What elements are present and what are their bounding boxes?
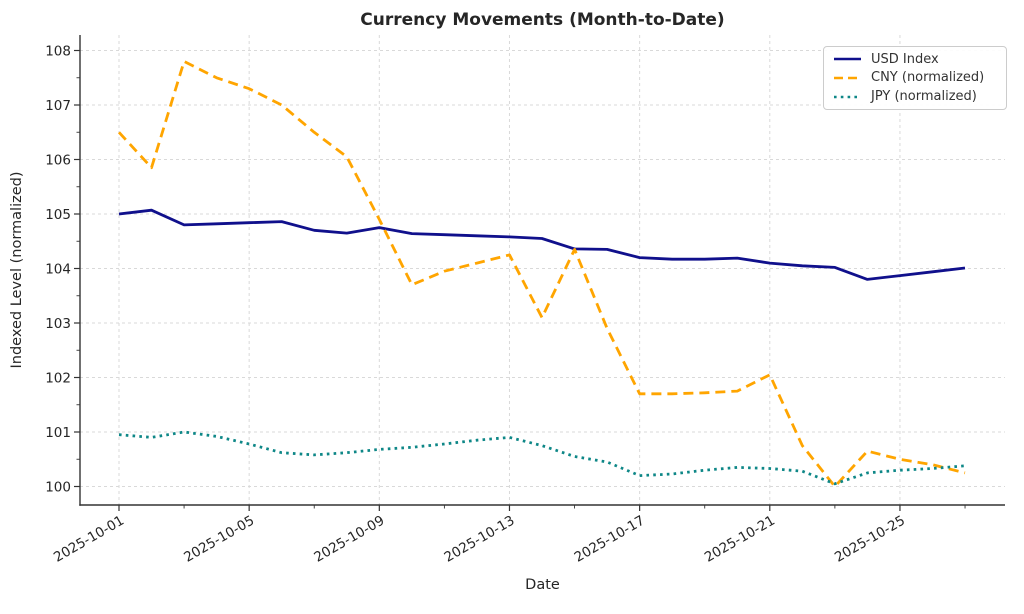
x-tick-label: 2025-10-21: [702, 513, 778, 566]
y-axis-label: Indexed Level (normalized): [9, 172, 25, 369]
legend-label-jpy: JPY (normalized): [871, 89, 977, 105]
y-tick-label: 102: [45, 370, 71, 386]
legend-label-cny: CNY (normalized): [871, 70, 985, 86]
legend: USD Index CNY (normalized) JPY (normaliz…: [823, 46, 1007, 110]
x-tick-label: 2025-10-05: [181, 513, 257, 566]
x-tick-label: 2025-10-25: [832, 513, 908, 566]
legend-line-cny-icon: [834, 76, 861, 80]
y-tick-label: 107: [45, 98, 71, 114]
x-tick-label: 2025-10-09: [311, 513, 387, 566]
y-tick-label: 108: [45, 43, 71, 59]
series-line-jpy: [118, 430, 966, 486]
series-line-cny: [117, 60, 966, 488]
y-tick-label: 105: [45, 207, 71, 223]
legend-line-jpy-icon: [834, 95, 861, 98]
y-tick-label: 104: [45, 261, 71, 277]
x-tick-label: 2025-10-01: [51, 513, 127, 566]
x-tick-label: 2025-10-13: [442, 513, 518, 566]
y-tick-label: 103: [45, 316, 71, 332]
legend-label-usd: USD Index: [871, 51, 939, 67]
y-tick-label: 101: [45, 425, 71, 441]
legend-line-usd-icon: [834, 58, 861, 61]
legend-item-usd: USD Index: [833, 52, 997, 67]
x-tick-label: 2025-10-17: [572, 513, 648, 566]
chart-title: Currency Movements (Month-to-Date): [360, 10, 725, 30]
legend-item-cny: CNY (normalized): [833, 70, 997, 85]
y-tick-label: 106: [45, 152, 71, 168]
legend-item-jpy: JPY (normalized): [833, 89, 997, 104]
y-tick-label: 100: [45, 479, 71, 495]
x-axis-label: Date: [525, 577, 560, 593]
series-line-usd: [118, 208, 966, 281]
